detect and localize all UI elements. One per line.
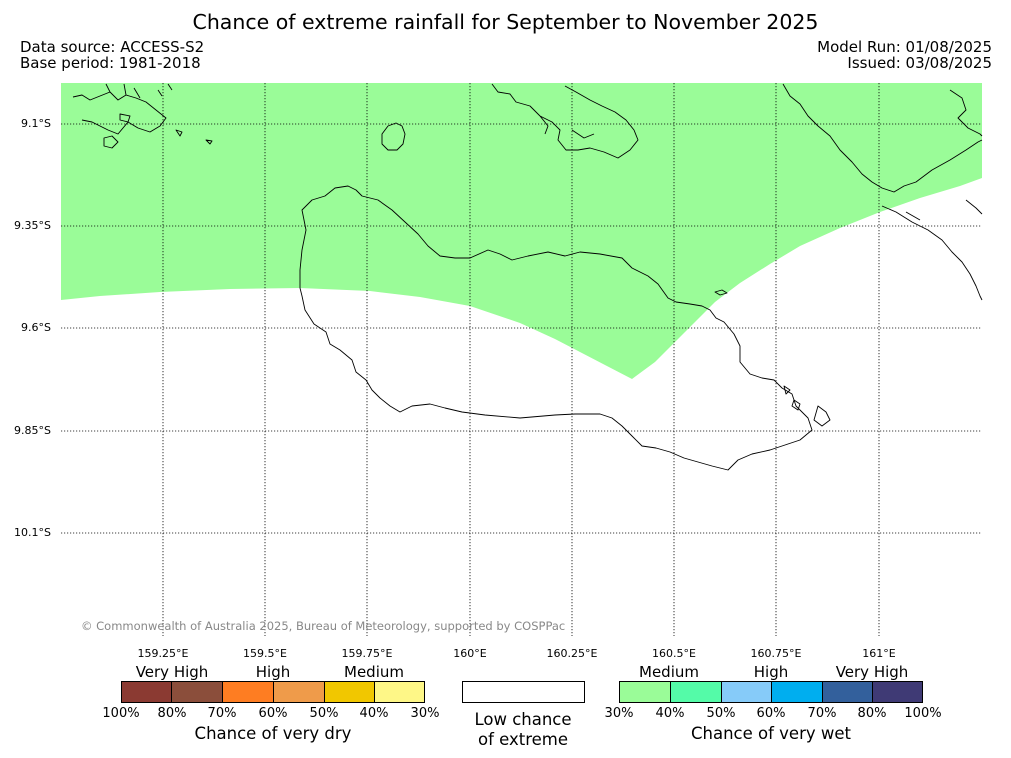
lon-label: 159.25°E — [137, 647, 189, 660]
map-title: Chance of extreme rainfall for September… — [192, 10, 819, 34]
dry-tick: 40% — [359, 706, 389, 721]
copyright-notice: © Commonwealth of Australia 2025, Bureau… — [81, 619, 566, 633]
wet-color-swatch — [872, 681, 923, 703]
wet-caption: Chance of very wet — [691, 724, 851, 743]
wet-color-swatch — [721, 681, 772, 703]
wet-level-label: Very High — [835, 663, 909, 681]
dry-caption: Chance of very dry — [194, 724, 352, 743]
wet-tick: 40% — [655, 706, 685, 721]
dry-level-label: High — [255, 663, 291, 681]
wet-tick: 70% — [807, 706, 837, 721]
wet-tick: 100% — [904, 706, 942, 721]
lon-label: 161°E — [862, 647, 896, 660]
dry-color-swatch — [171, 681, 223, 703]
lat-label: 10.1°S — [14, 526, 51, 539]
wet-color-swatch — [670, 681, 722, 703]
data-info: Data source: ACCESS-S2 Base period: 1981… — [20, 39, 204, 71]
lat-label: 9.85°S — [14, 424, 51, 437]
lon-label: 160.25°E — [546, 647, 598, 660]
dry-level-label: Very High — [135, 663, 209, 681]
small-malaita — [881, 199, 983, 301]
savo-island — [381, 122, 406, 151]
dry-tick: 100% — [102, 706, 140, 721]
base-period: Base period: 1981-2018 — [20, 54, 201, 72]
wet-color-swatch — [771, 681, 823, 703]
dry-level-label: Medium — [344, 663, 404, 681]
coastline — [72, 83, 983, 471]
malaita-island — [782, 83, 983, 193]
dry-color-swatch — [273, 681, 325, 703]
wet-color-swatch — [822, 681, 873, 703]
dry-tick: 60% — [258, 706, 288, 721]
dry-color-swatch — [121, 681, 172, 703]
dry-color-swatch — [222, 681, 274, 703]
wet-color-swatch — [619, 681, 671, 703]
dry-tick: 50% — [309, 706, 339, 721]
low-chance-swatch — [462, 681, 585, 703]
medium-wet-chance-region — [61, 83, 982, 379]
guadalcanal-island — [299, 185, 813, 471]
lat-label: 9.6°S — [21, 321, 51, 334]
model-run: Model Run: 01/08/2025 — [817, 38, 992, 56]
wet-tick: 50% — [706, 706, 736, 721]
wet-tick: 30% — [604, 706, 634, 721]
dry-tick: 70% — [207, 706, 237, 721]
wet-level-label: High — [753, 663, 789, 681]
lon-label: 160°E — [453, 647, 487, 660]
dry-color-swatch — [374, 681, 425, 703]
low-chance-caption: Low chance of extreme — [474, 710, 572, 749]
florida-islands — [491, 83, 639, 159]
lon-label: 160.5°E — [652, 647, 696, 660]
wet-tick: 60% — [756, 706, 786, 721]
dry-color-swatch — [324, 681, 375, 703]
issued-date: Issued: 03/08/2025 — [847, 54, 992, 72]
lat-label: 9.35°S — [14, 219, 51, 232]
russell-islands — [72, 83, 173, 135]
wet-level-label: Medium — [639, 663, 699, 681]
run-info: Model Run: 01/08/2025 Issued: 03/08/2025 — [817, 39, 992, 71]
dry-tick: 30% — [410, 706, 440, 721]
lat-label: 9.1°S — [21, 117, 51, 130]
wet-tick: 80% — [857, 706, 887, 721]
lat-lon-grid — [61, 83, 982, 636]
dry-tick: 80% — [157, 706, 187, 721]
data-source: Data source: ACCESS-S2 — [20, 38, 205, 56]
lon-label: 159.75°E — [341, 647, 393, 660]
lon-label: 160.75°E — [750, 647, 802, 660]
lon-label: 159.5°E — [243, 647, 287, 660]
